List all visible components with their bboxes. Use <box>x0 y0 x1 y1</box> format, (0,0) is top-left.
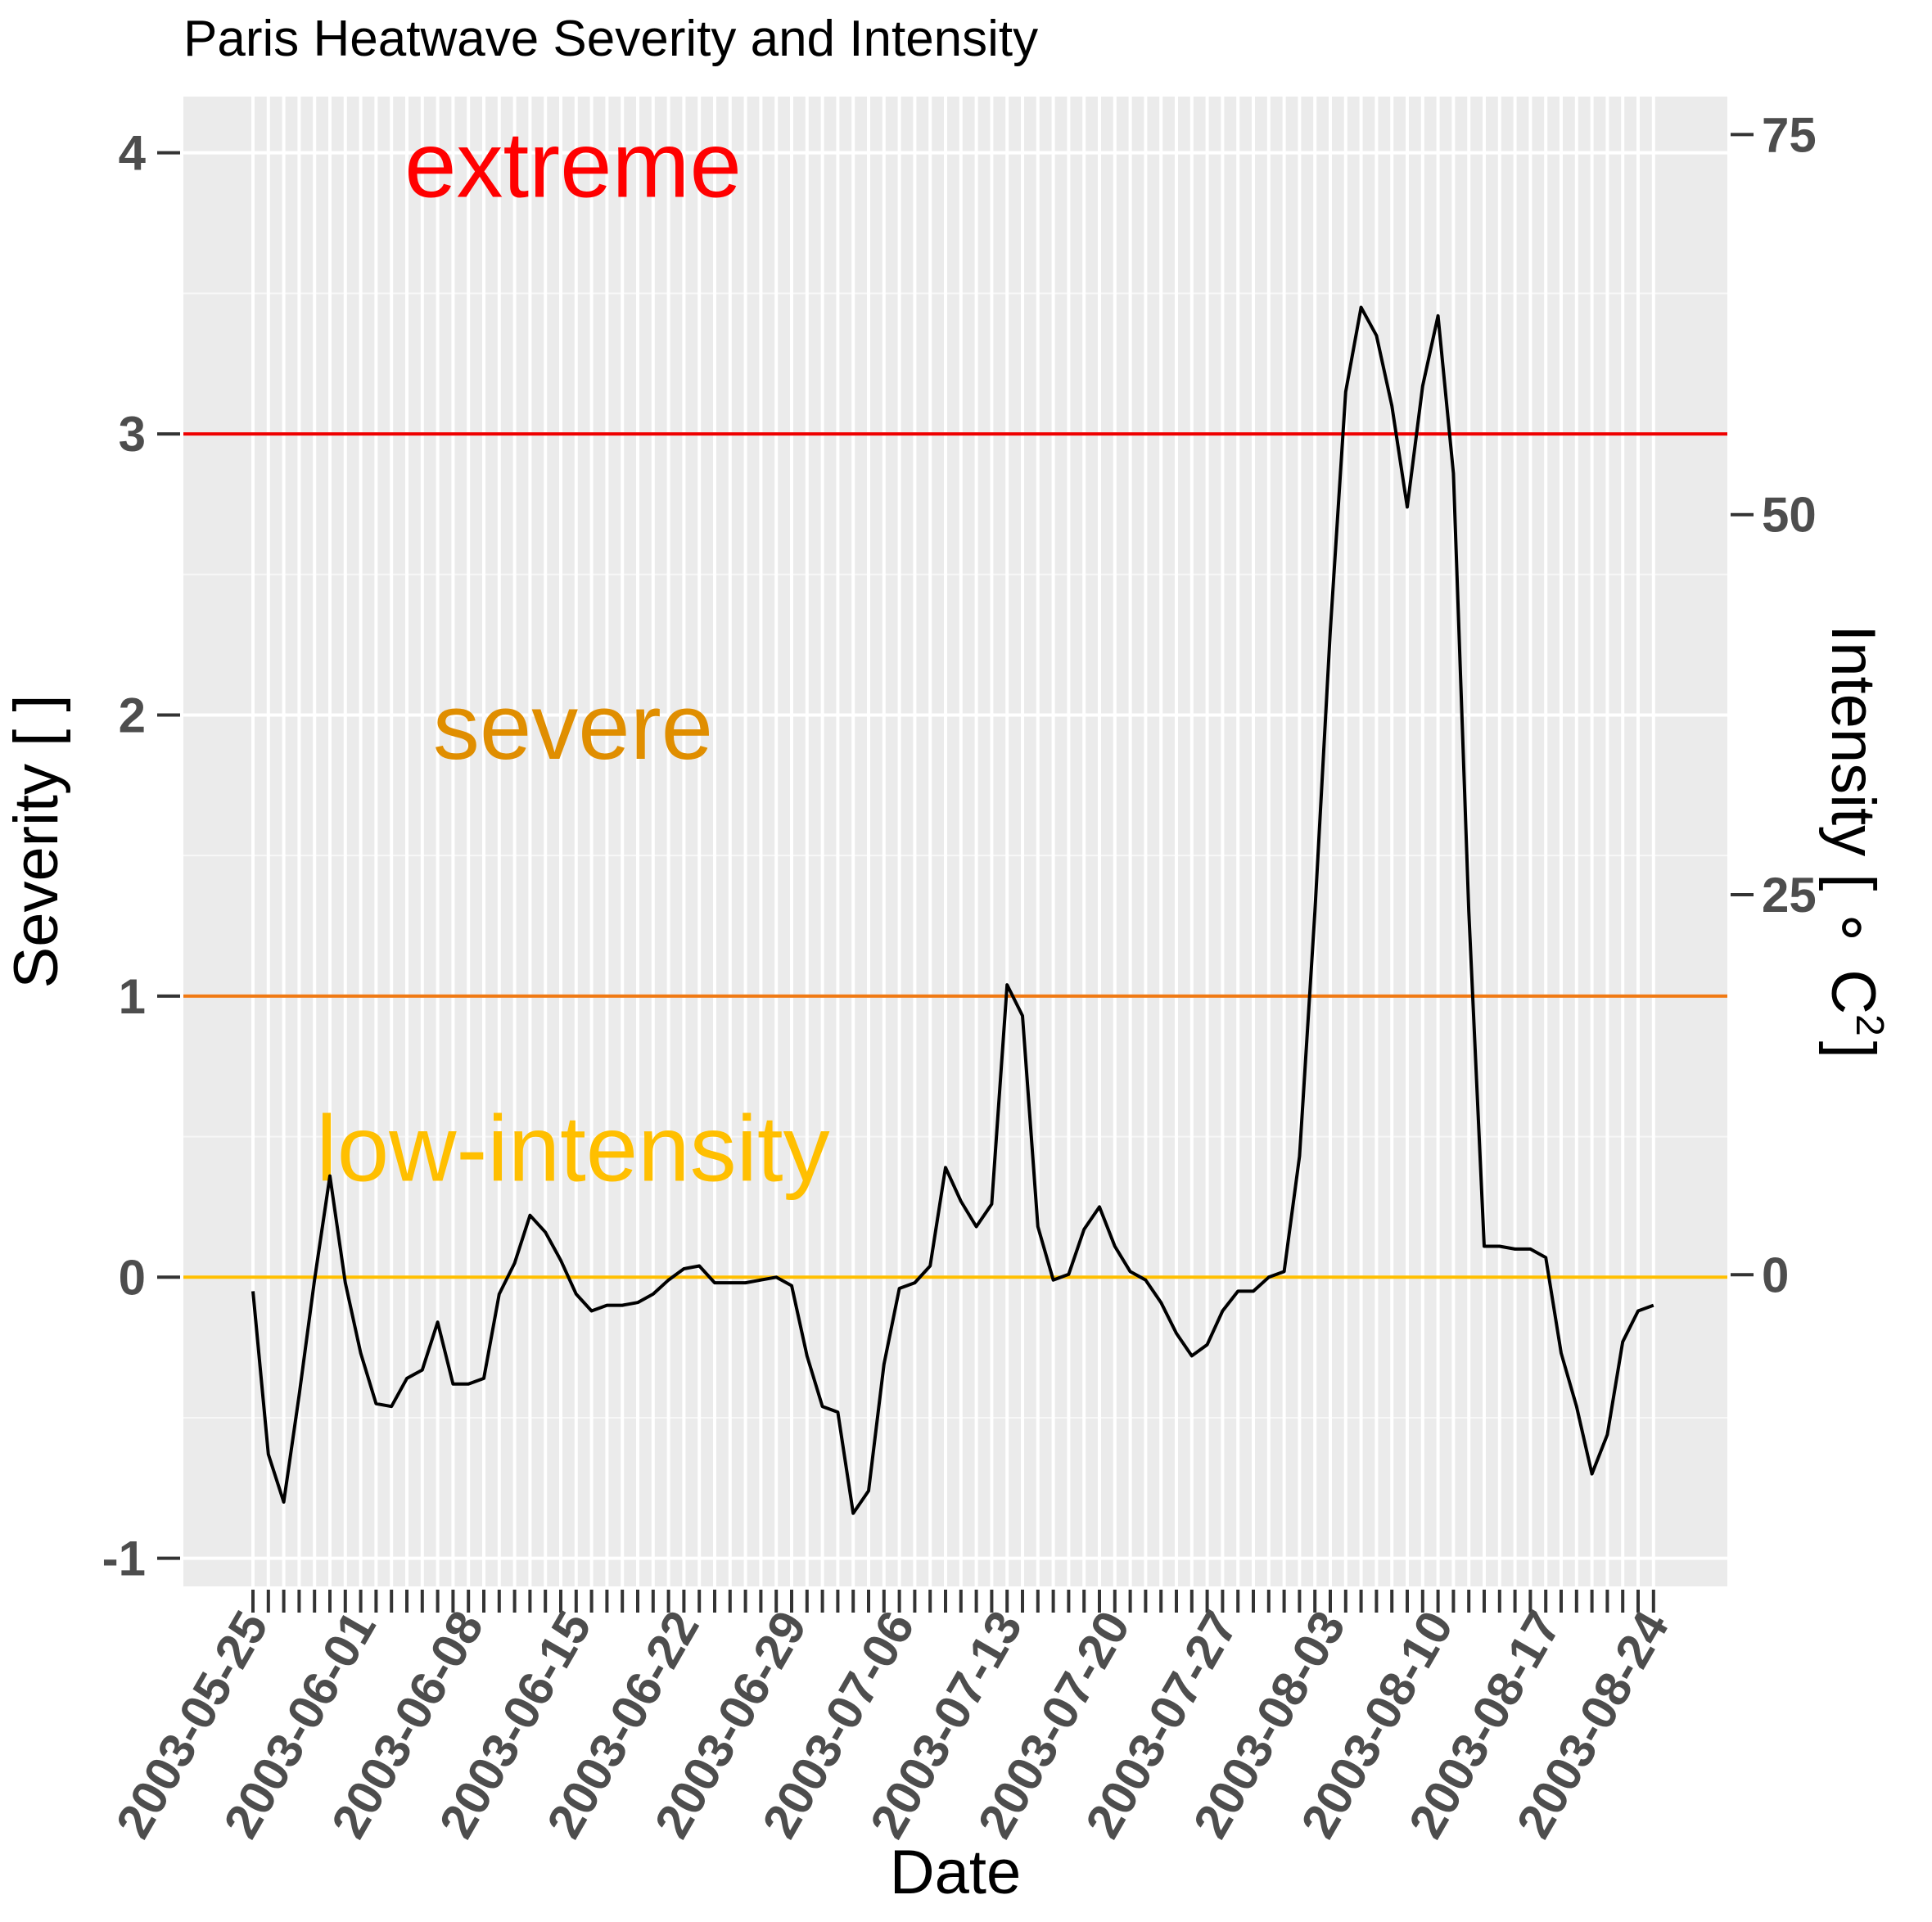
y2-title-close: ] <box>1818 1041 1888 1058</box>
x-axis-title: Date <box>890 1838 1022 1907</box>
region-labels: extreme severe low-intensity <box>316 113 829 1201</box>
y2-title-main: Intensity [ <box>1818 625 1888 908</box>
y2-tick-label: 0 <box>1762 1247 1789 1302</box>
x-axis: 2003-05-252003-06-012003-06-082003-06-15… <box>106 1590 1679 1847</box>
major-gridlines <box>183 97 1727 1586</box>
y-axis-title: Severity [ ] <box>2 695 71 989</box>
y2-tick-label: 50 <box>1762 488 1817 543</box>
y-tick-label: 1 <box>119 969 146 1024</box>
y-tick-label: 3 <box>119 407 146 462</box>
y-tick-label: -1 <box>102 1532 146 1586</box>
y2-title-exponent: 2 <box>1848 1014 1891 1036</box>
y2-tick-label: 75 <box>1762 107 1817 162</box>
y-tick-label: 0 <box>119 1250 146 1305</box>
y-tick-label: 2 <box>119 688 146 742</box>
region-label-extreme: extreme <box>404 113 742 217</box>
y-axis-left: -1 0 1 2 3 4 <box>102 126 180 1586</box>
y2-title-degree: ∘ <box>1818 908 1888 947</box>
threshold-lines <box>183 432 1727 1279</box>
y2-tick-label: 25 <box>1762 868 1817 923</box>
y2-axis-title: Intensity [ ∘ C2] <box>1818 625 1891 1058</box>
y2-title-space <box>1818 952 1888 969</box>
region-label-severe: severe <box>433 675 713 779</box>
y2-title-unit: C <box>1818 969 1888 1014</box>
y-tick-label: 4 <box>119 126 147 181</box>
chart-title: Paris Heatwave Severity and Intensity <box>183 11 1038 67</box>
series-line-severity <box>251 305 1654 1515</box>
region-label-low-intensity: low-intensity <box>316 1097 829 1201</box>
y-axis-right: 0 25 50 75 <box>1731 107 1817 1302</box>
plot-panel <box>183 97 1727 1586</box>
series-layer <box>251 305 1654 1515</box>
